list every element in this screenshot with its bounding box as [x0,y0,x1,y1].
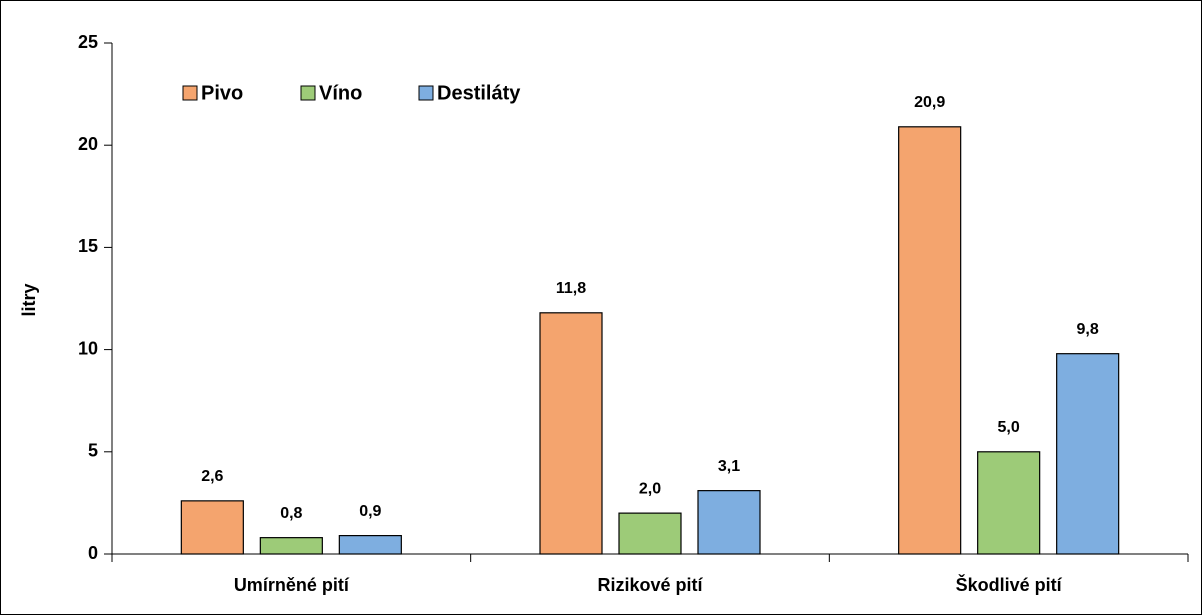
x-tick-label: Umírněné pití [234,575,350,595]
bar [697,490,761,555]
y-axis-label: litry [19,283,39,316]
bar [618,512,682,555]
bar [977,451,1041,555]
legend-swatch [182,85,198,101]
value-label: 3,1 [718,458,740,475]
value-label: 20,9 [914,94,945,111]
bar [898,126,962,555]
value-label: 5,0 [998,419,1020,436]
value-label: 0,9 [359,503,381,520]
y-tick-label: 5 [88,441,98,461]
y-tick-label: 0 [88,543,98,563]
bar [259,537,323,555]
value-label: 2,0 [639,480,661,497]
bar [1056,353,1120,555]
legend-label: Pivo [201,82,243,104]
bar [539,312,603,555]
legend-swatch [418,85,434,101]
value-label: 0,8 [280,505,302,522]
y-tick-label: 15 [78,236,98,256]
value-label: 9,8 [1077,321,1099,338]
value-label: 11,8 [556,280,586,297]
bar [338,535,402,555]
y-tick-label: 25 [78,32,98,52]
y-tick-label: 10 [78,338,98,358]
legend-swatch [300,85,316,101]
y-tick-label: 20 [78,134,98,154]
x-tick-label: Rizikové pití [597,575,703,595]
legend-label: Destiláty [437,82,521,104]
value-label: 2,6 [201,468,223,485]
bar [180,500,244,555]
legend-label: Víno [319,82,362,104]
x-tick-label: Škodlivé pití [956,574,1063,595]
